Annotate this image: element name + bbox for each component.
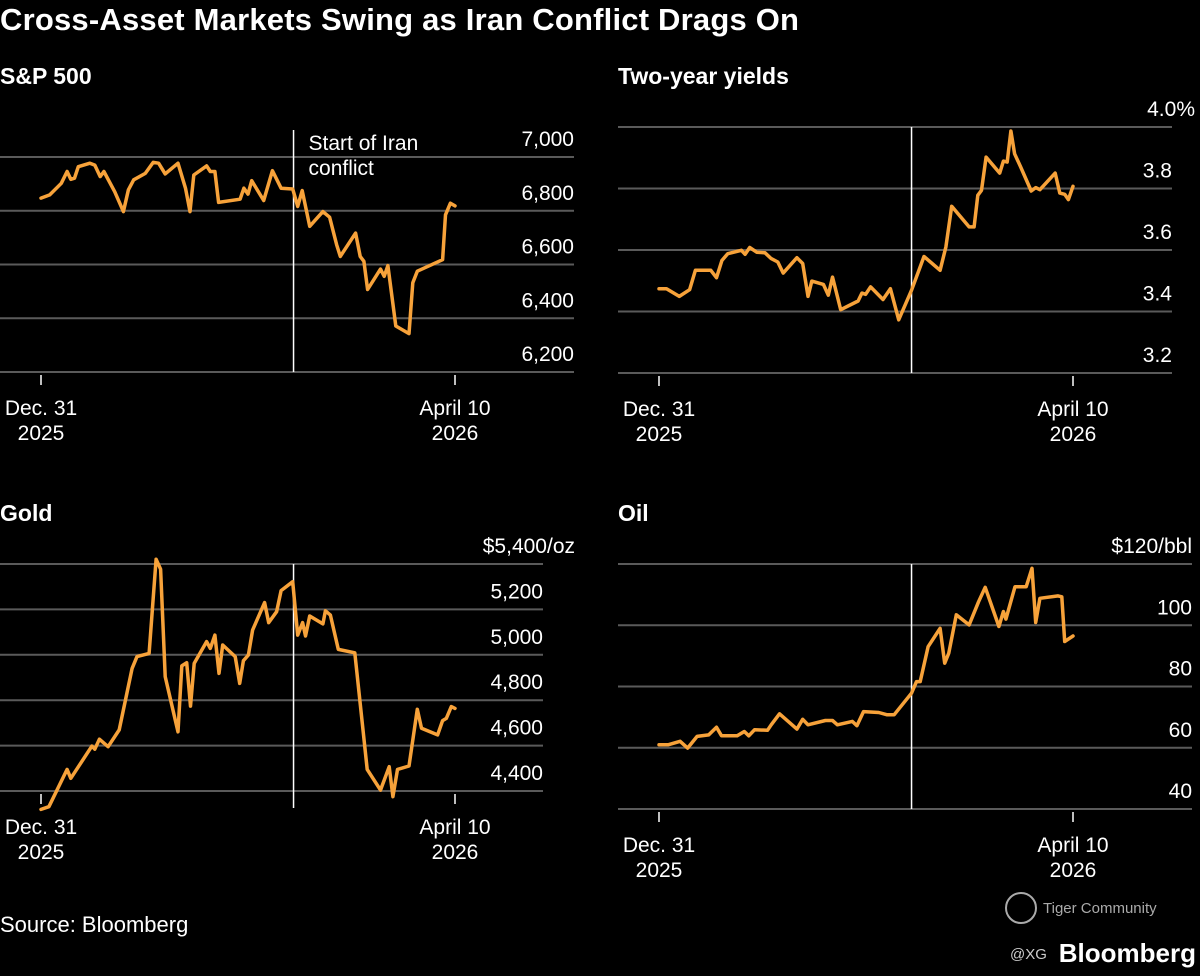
x-tick-label: 2025 bbox=[636, 423, 683, 446]
x-tick-label: Dec. 31 bbox=[5, 816, 77, 839]
x-tick-label: 2026 bbox=[1050, 859, 1097, 882]
y-tick-label: 80 bbox=[1169, 658, 1192, 681]
y-tick-label: 6,400 bbox=[521, 289, 574, 312]
watermark: Tiger Community bbox=[1005, 892, 1157, 924]
series-line-two-year-yields bbox=[657, 129, 1075, 322]
x-tick-label: 2025 bbox=[18, 841, 65, 864]
panel-title: Oil bbox=[618, 500, 649, 526]
y-tick-label: 3.8 bbox=[1143, 160, 1172, 183]
y-tick-label: 40 bbox=[1169, 780, 1192, 803]
series-line-s-p-500 bbox=[39, 160, 457, 336]
y-tick-label: $5,400/oz bbox=[483, 535, 575, 558]
x-tick-label: April 10 bbox=[419, 816, 490, 839]
y-tick-label: 60 bbox=[1169, 719, 1192, 742]
x-tick-label: Dec. 31 bbox=[623, 834, 695, 857]
x-tick-label: 2025 bbox=[636, 859, 683, 882]
x-tick-label: Dec. 31 bbox=[623, 398, 695, 421]
y-tick-label: 4,800 bbox=[490, 671, 543, 694]
y-tick-label: 6,800 bbox=[521, 182, 574, 205]
tiger-logo-icon bbox=[1005, 892, 1037, 924]
watermark-text: Tiger Community bbox=[1043, 899, 1157, 917]
x-tick-label: April 10 bbox=[1037, 834, 1108, 857]
y-tick-label: 4,600 bbox=[490, 717, 543, 740]
y-tick-label: 3.2 bbox=[1143, 344, 1172, 367]
x-tick-label: April 10 bbox=[419, 397, 490, 420]
x-tick-label: April 10 bbox=[1037, 398, 1108, 421]
series-line-oil bbox=[657, 566, 1075, 750]
event-annotation: Start of Iran bbox=[309, 132, 419, 155]
y-tick-label: 5,000 bbox=[490, 626, 543, 649]
x-tick-label: 2026 bbox=[432, 422, 479, 445]
y-tick-label: 6,200 bbox=[521, 343, 574, 366]
y-tick-label: 3.6 bbox=[1143, 221, 1172, 244]
y-tick-label: 5,200 bbox=[490, 580, 543, 603]
watermark-handle: @XG bbox=[1010, 946, 1047, 963]
chart-title: Cross-Asset Markets Swing as Iran Confli… bbox=[0, 2, 800, 37]
panel-title: Gold bbox=[0, 500, 52, 526]
source-note: Source: Bloomberg bbox=[0, 912, 189, 937]
x-tick-label: 2025 bbox=[18, 422, 65, 445]
bloomberg-logo: Bloomberg bbox=[1058, 938, 1196, 968]
event-annotation: conflict bbox=[309, 157, 375, 180]
series-line-gold bbox=[39, 557, 457, 812]
panel-title: S&P 500 bbox=[0, 63, 92, 89]
y-tick-label: 3.4 bbox=[1143, 283, 1173, 306]
x-tick-label: 2026 bbox=[432, 841, 479, 864]
y-tick-label: 4.0% bbox=[1147, 98, 1195, 121]
y-tick-label: 6,600 bbox=[521, 236, 574, 259]
y-tick-label: $120/bbl bbox=[1111, 535, 1192, 558]
y-tick-label: 7,000 bbox=[521, 128, 574, 151]
x-tick-label: 2026 bbox=[1050, 423, 1097, 446]
y-tick-label: 4,400 bbox=[490, 762, 543, 785]
x-tick-label: Dec. 31 bbox=[5, 397, 77, 420]
y-tick-label: 100 bbox=[1157, 596, 1192, 619]
panel-title: Two-year yields bbox=[618, 63, 789, 89]
